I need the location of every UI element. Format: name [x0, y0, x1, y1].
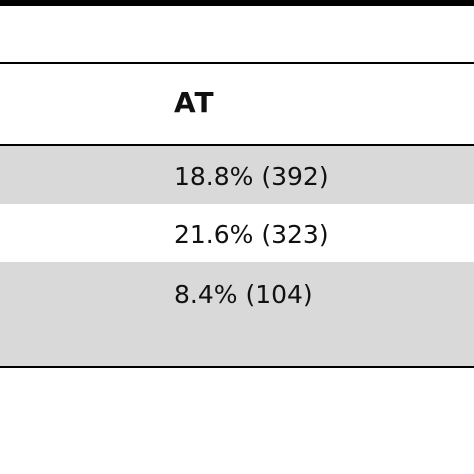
table-row: 8.4% (104)	[0, 262, 474, 366]
table-row: 18.8% (392)	[0, 146, 474, 204]
table-cell-at: 8.4% (104)	[174, 280, 313, 309]
table-cell-at: 21.6% (323)	[174, 220, 329, 249]
header-bottom-rule	[0, 144, 474, 146]
table-header-row: AT	[0, 64, 474, 144]
header-top-rule	[0, 62, 474, 64]
column-header-at: AT	[174, 86, 215, 119]
table-cell-at: 18.8% (392)	[174, 162, 329, 191]
top-border-rule	[0, 0, 474, 6]
table-bottom-rule	[0, 366, 474, 368]
table-row: 21.6% (323)	[0, 204, 474, 262]
